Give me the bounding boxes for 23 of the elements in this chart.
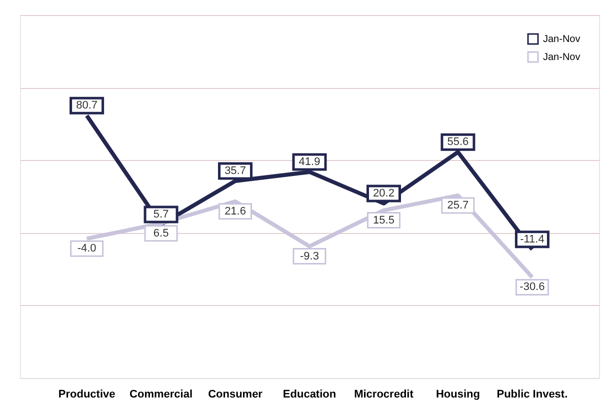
data-label: 15.5 — [373, 214, 394, 226]
x-tick-label: Education — [282, 388, 336, 400]
data-label: 41.9 — [298, 156, 320, 168]
data-label: 5.7 — [153, 208, 169, 221]
data-label: -4.0 — [77, 242, 96, 255]
data-label: 21.6 — [224, 205, 246, 218]
data-label: 25.7 — [447, 199, 469, 212]
x-tick-label: Consumer — [208, 388, 264, 400]
data-label: -30.6 — [520, 281, 545, 294]
x-tick-label: Microcredit — [354, 388, 414, 400]
data-label: 80.7 — [76, 100, 98, 112]
data-label: 55.6 — [447, 136, 469, 148]
x-tick-label: Productive — [58, 388, 116, 400]
x-tick-label: Public Invest. — [496, 388, 568, 400]
legend-label: Jan-Nov — [543, 34, 580, 45]
data-label: 6.5 — [153, 227, 169, 240]
data-label: 20.2 — [373, 187, 394, 200]
data-label: -11.4 — [520, 233, 544, 246]
data-label: 35.7 — [224, 164, 246, 177]
x-tick-label: Housing — [436, 388, 480, 400]
legend-label: Jan-Nov — [543, 52, 580, 63]
x-tick-label: Commercial — [130, 388, 193, 400]
data-label: -9.3 — [300, 250, 319, 262]
